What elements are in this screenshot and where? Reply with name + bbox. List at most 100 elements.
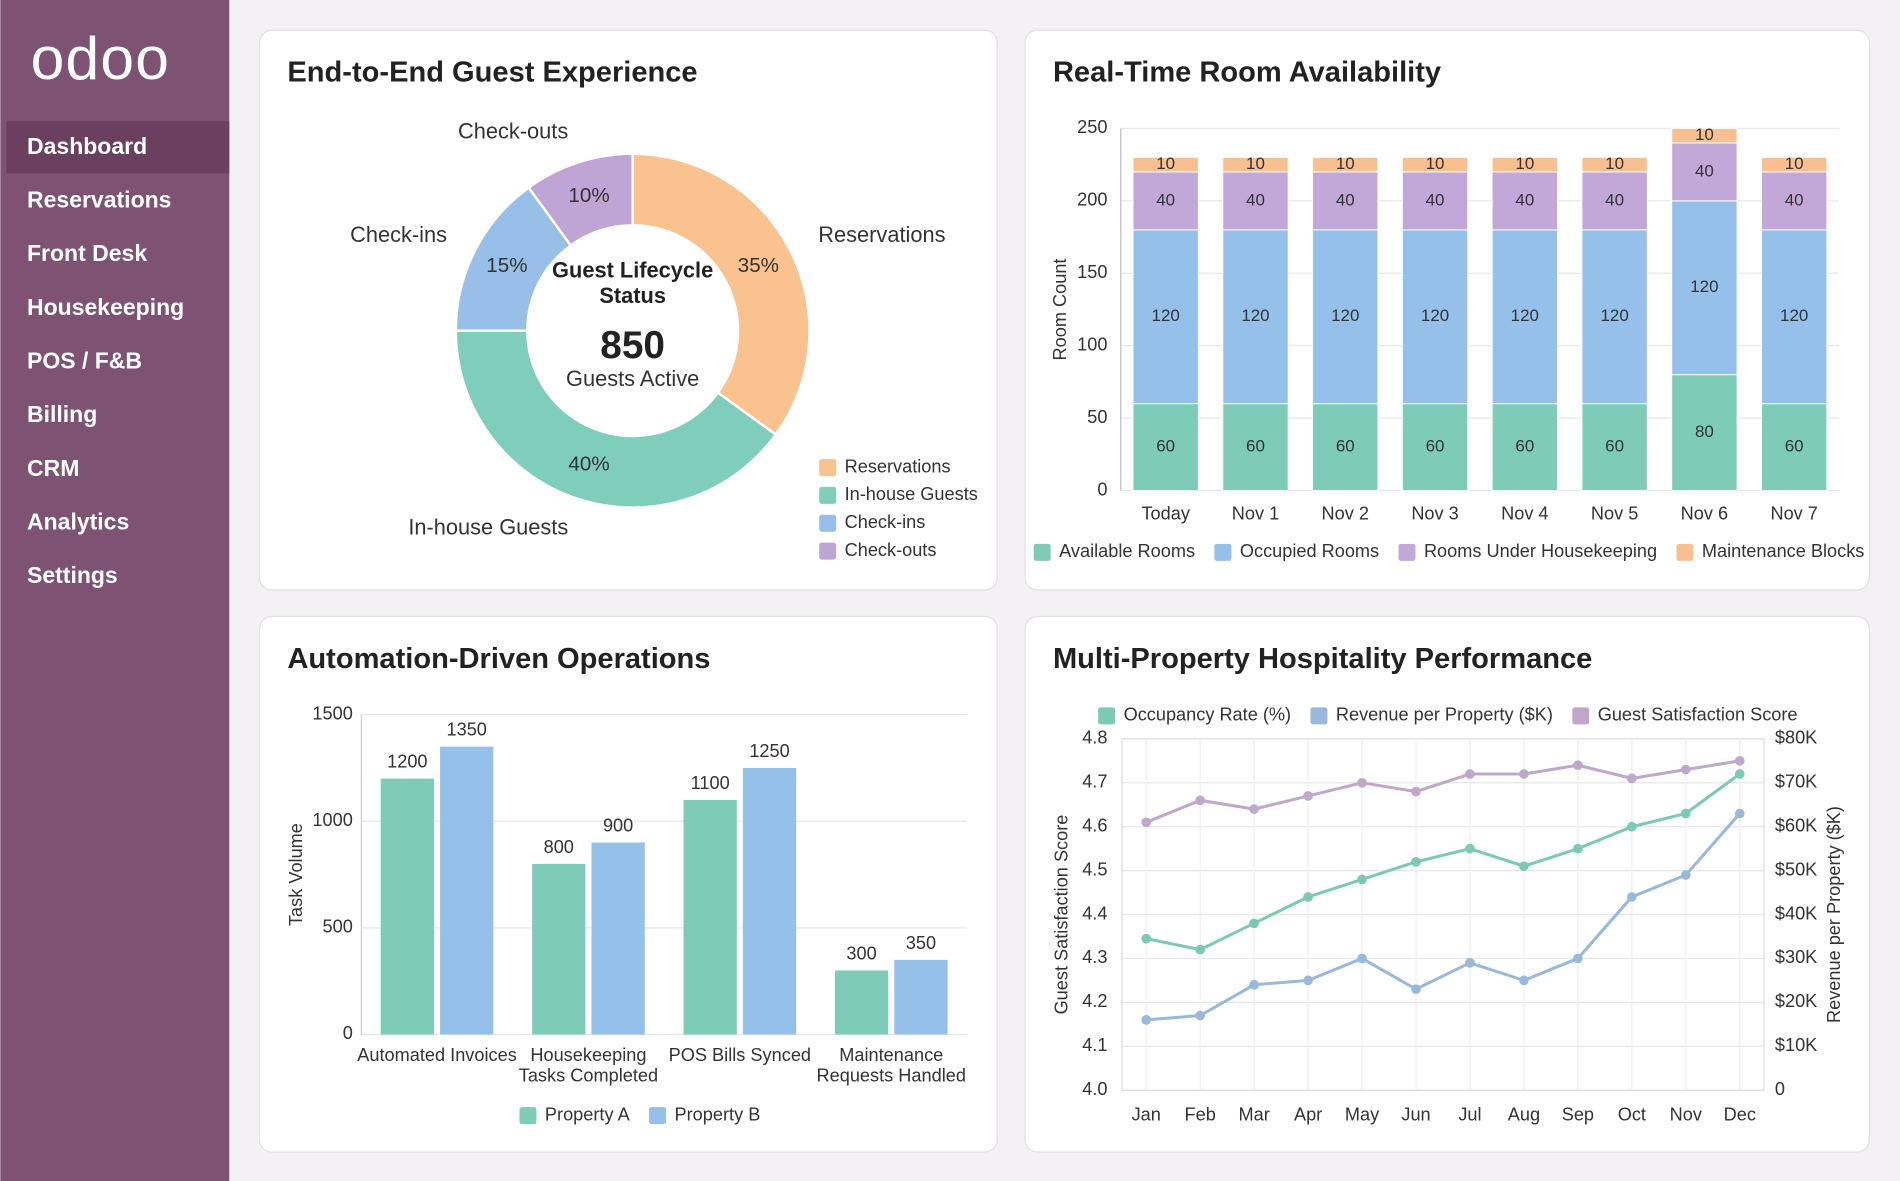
- bar-segment: [1401, 403, 1469, 492]
- bar-value-label: 120: [1511, 306, 1539, 325]
- x-tick-label: Jul: [1458, 1104, 1481, 1124]
- y-tick-label: 4.6: [1082, 815, 1107, 835]
- data-point: [1195, 1010, 1206, 1021]
- bar: [894, 959, 948, 1035]
- bar-segment: [1222, 403, 1289, 492]
- center-title-box: Guest Lifecycle Status: [552, 258, 714, 308]
- legend: Available Rooms Occupied Rooms Rooms Under…: [1033, 541, 1864, 561]
- axis-title: Guest Satisfaction Score: [1051, 815, 1071, 1015]
- center-subtitle: Guests Active: [566, 366, 699, 391]
- legend-label: Occupied Rooms: [1240, 541, 1379, 561]
- x-tick-label: Maintenance Requests Handled: [816, 1045, 966, 1087]
- legend-swatch: [649, 1107, 667, 1125]
- data-point: [1303, 791, 1313, 801]
- nav-item[interactable]: CRM: [27, 455, 79, 481]
- center-value: 850: [600, 324, 665, 367]
- bar-segment: [1491, 171, 1559, 231]
- x-tick-label: Nov 5: [1591, 504, 1638, 524]
- card-title: End-to-End Guest Experience: [287, 57, 697, 89]
- legend-swatch: [819, 459, 837, 477]
- bar: [532, 863, 586, 1035]
- x-tick-label: Nov 4: [1501, 504, 1548, 524]
- bar-value-label: 40: [1695, 161, 1714, 180]
- x-tick-label-box: Maintenance Requests Handled: [816, 1045, 966, 1087]
- y-tick-label: 200: [1077, 190, 1107, 210]
- legend-swatch: [1310, 707, 1328, 725]
- bar: [380, 778, 434, 1035]
- data-point: [1626, 821, 1637, 832]
- slice-category-label: Check-ins: [350, 222, 447, 247]
- bar-value-label: 10: [1336, 154, 1355, 173]
- bar: [834, 970, 889, 1035]
- nav-item[interactable]: Dashboard: [27, 133, 147, 159]
- data-point: [1195, 795, 1206, 806]
- bar-value-label: 60: [1785, 437, 1804, 456]
- bar-value-label: 300: [846, 944, 876, 964]
- y-tick-label: 1000: [312, 810, 352, 830]
- bar-value-label: 10: [1785, 154, 1804, 173]
- logo[interactable]: odoo: [31, 24, 171, 92]
- y-tick-label: $60K: [1775, 815, 1817, 835]
- bar-value-label: 120: [1152, 306, 1180, 325]
- bar-segment: [1581, 171, 1648, 231]
- nav-item[interactable]: Front Desk: [27, 240, 147, 266]
- slice-category-label: In-house Guests: [408, 515, 568, 540]
- data-point: [1734, 808, 1745, 819]
- bar-value-label: 80: [1695, 422, 1714, 441]
- bar-segment: [1671, 142, 1738, 202]
- x-tick-label: Nov 1: [1232, 504, 1279, 524]
- x-tick-label: Jun: [1401, 1104, 1430, 1124]
- x-tick-label: Nov 3: [1411, 504, 1458, 524]
- x-tick-label: May: [1345, 1104, 1380, 1124]
- plot-frame: [1121, 738, 1765, 1091]
- bar-segment: [1671, 200, 1738, 376]
- legend-label: Rooms Under Housekeeping: [1424, 541, 1657, 561]
- center-title: Guest Lifecycle Status: [552, 258, 714, 308]
- donut-slice: [454, 329, 778, 509]
- y-tick-label: 0: [1097, 479, 1107, 499]
- legend-label: Maintenance Blocks: [1702, 541, 1864, 561]
- legend-label: In-house Guests: [845, 484, 978, 504]
- bar-value-label: 60: [1605, 437, 1624, 456]
- bar-value-label: 60: [1336, 437, 1355, 456]
- x-tick-label: Dec: [1724, 1104, 1756, 1124]
- nav-item[interactable]: Housekeeping: [27, 294, 184, 320]
- bar-value-label: 120: [1331, 306, 1359, 325]
- x-tick-label: Automated Invoices: [357, 1045, 517, 1066]
- card: [258, 29, 998, 591]
- x-tick-label: Nov 6: [1681, 504, 1728, 524]
- data-point: [1249, 979, 1259, 990]
- nav-item[interactable]: Reservations: [27, 187, 171, 213]
- y-tick-label: 250: [1077, 117, 1107, 137]
- card: [1024, 615, 1870, 1153]
- bar-segment: [1401, 156, 1469, 173]
- data-point: [1680, 764, 1691, 775]
- bar-segment: [1491, 403, 1559, 492]
- y-tick-label: 4.5: [1082, 859, 1107, 879]
- bar-value-label: 40: [1426, 190, 1445, 209]
- bar-segment: [1132, 403, 1199, 492]
- axis-title: Room Count: [1050, 259, 1070, 361]
- x-tick-label: Feb: [1185, 1104, 1216, 1124]
- legend-swatch: [1676, 543, 1694, 561]
- x-tick-label: Sep: [1562, 1104, 1594, 1124]
- x-tick-label: Housekeeping Tasks Completed: [518, 1045, 659, 1087]
- nav-item[interactable]: Settings: [27, 562, 118, 588]
- card-title: Multi-Property Hospitality Performance: [1053, 643, 1592, 675]
- nav-item[interactable]: POS / F&B: [27, 347, 142, 373]
- nav-item[interactable]: Analytics: [27, 508, 129, 534]
- legend-label: Available Rooms: [1059, 541, 1195, 561]
- slice-category-label: Reservations: [818, 222, 945, 247]
- legend: Reservations In-house Guests Check-ins Chec…: [819, 456, 978, 560]
- nav-item[interactable]: Billing: [27, 401, 97, 427]
- data-point: [1357, 777, 1367, 788]
- donut-slice: [527, 152, 634, 248]
- bar-segment: [1491, 229, 1559, 405]
- data-point: [1680, 870, 1691, 880]
- bar-value-label: 10: [1515, 154, 1534, 173]
- bar-value-label: 10: [1156, 154, 1175, 173]
- legend: Occupancy Rate (%) Revenue per Property (…: [1098, 705, 1798, 725]
- legend-label: Occupancy Rate (%): [1124, 705, 1292, 725]
- series-line: [1146, 812, 1741, 1022]
- slice-value-label: 40%: [568, 452, 609, 475]
